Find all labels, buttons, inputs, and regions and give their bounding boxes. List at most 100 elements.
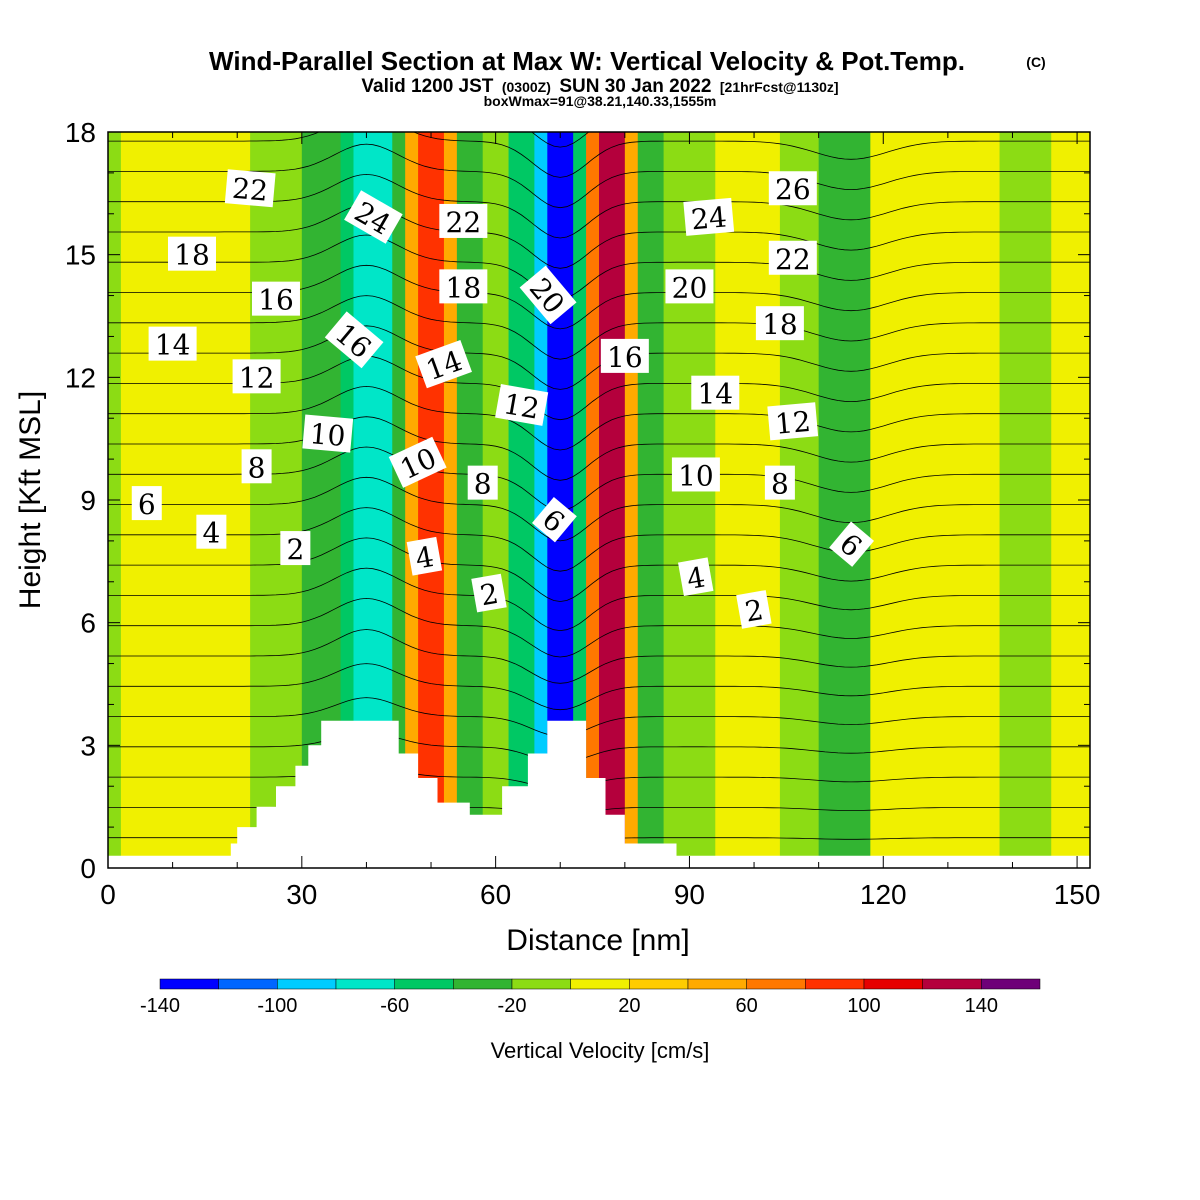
theta-contour-line xyxy=(108,597,1090,658)
x-tick-label: 30 xyxy=(286,879,317,910)
velocity-band xyxy=(818,132,871,868)
contour-label: 10 xyxy=(671,457,720,492)
contour-label-box xyxy=(467,465,498,500)
contour-label-box xyxy=(406,536,443,576)
velocity-band xyxy=(586,132,600,868)
terrain-mask xyxy=(108,720,1090,868)
velocity-band xyxy=(573,132,587,868)
theta-contour-line xyxy=(108,295,1090,360)
contour-label-text: 16 xyxy=(258,284,294,317)
contour-label-text: 2 xyxy=(742,593,765,629)
y-tick-label: 12 xyxy=(65,362,96,393)
colorbar-swatch xyxy=(863,978,923,990)
contour-label-text: 14 xyxy=(155,329,191,362)
contour-label-box xyxy=(131,486,162,521)
colorbar-swatch xyxy=(453,978,513,990)
y-tick-label: 3 xyxy=(80,730,96,761)
contour-label-text: 8 xyxy=(474,468,492,501)
x-tick-label: 90 xyxy=(674,879,705,910)
colorbar-swatch xyxy=(570,978,630,990)
contour-label-box xyxy=(415,339,472,389)
colorbar-tick-label: -100 xyxy=(257,995,297,1017)
theta-contour-line xyxy=(108,663,1090,711)
velocity-band xyxy=(250,132,303,868)
contour-label-text: 4 xyxy=(684,560,707,596)
contour-label: 8 xyxy=(241,449,272,484)
contour-label-box xyxy=(665,269,714,304)
contour-label-text: 18 xyxy=(446,271,482,304)
contour-label-text: 12 xyxy=(239,361,275,394)
contour-label: 18 xyxy=(755,306,804,341)
colorbar-tick-label: 140 xyxy=(965,995,998,1017)
contour-label-text: 10 xyxy=(308,417,346,453)
contour-label: 12 xyxy=(495,384,549,426)
theta-contour-line xyxy=(108,143,1090,209)
contour-label-box xyxy=(767,402,819,441)
contour-label-box xyxy=(764,465,795,500)
theta-contour-line xyxy=(108,507,1090,572)
x-axis-title: Distance [nm] xyxy=(506,924,689,957)
theta-contour-line xyxy=(108,697,1090,737)
velocity-band xyxy=(624,132,639,868)
velocity-band xyxy=(418,132,445,868)
contour-label: 24 xyxy=(683,197,735,236)
contour-label-box xyxy=(768,171,817,206)
colorbar-tick-label: -140 xyxy=(140,995,180,1017)
contour-label-box xyxy=(224,169,276,208)
contour-label: 4 xyxy=(406,536,443,576)
x-tick-label: 120 xyxy=(860,879,907,910)
colorbar-swatch xyxy=(805,978,865,990)
contour-label-box xyxy=(241,449,272,484)
contour-label: 20 xyxy=(665,269,714,304)
contour-label: 16 xyxy=(600,338,649,374)
plot-area xyxy=(108,132,1090,868)
theta-contour-line xyxy=(108,446,1090,512)
contour-label-text: 8 xyxy=(771,468,789,501)
contour-label: 14 xyxy=(148,326,197,362)
theta-contour-line xyxy=(108,629,1090,684)
contour-label: 26 xyxy=(768,171,817,206)
contour-label-text: 22 xyxy=(446,206,482,239)
contour-label-text: 8 xyxy=(248,451,266,484)
colorbar-tick-label: 20 xyxy=(618,995,640,1017)
contour-label-box xyxy=(768,240,817,275)
valid-line: Valid 1200 JST (0300Z) SUN 30 Jan 2022 [… xyxy=(361,76,838,97)
contour-label-box xyxy=(167,236,216,271)
contour-label-box xyxy=(532,497,577,543)
velocity-band xyxy=(870,132,923,868)
contour-label-box xyxy=(683,197,735,236)
contour-label-text: 22 xyxy=(231,172,269,208)
velocity-band xyxy=(456,132,484,868)
contour-label-text: 14 xyxy=(697,378,733,411)
contour-label: 10 xyxy=(388,436,447,488)
contour-label-box xyxy=(232,359,281,394)
theta-contour-line xyxy=(108,204,1090,269)
contour-label-text: 12 xyxy=(501,387,542,426)
contour-label-text: 26 xyxy=(775,173,811,206)
colorbar: -140 -100 -60 -20 20 60 100 140 xyxy=(140,978,1041,1017)
velocity-band xyxy=(922,132,1001,868)
theta-contour-line xyxy=(108,416,1090,481)
contour-label-text: 10 xyxy=(678,459,714,492)
forecast-info: [21hrFcst@1130z] xyxy=(720,79,839,95)
title-mark: (C) xyxy=(1026,54,1045,70)
theta-contour-line xyxy=(108,325,1090,390)
contour-label-box xyxy=(302,414,354,453)
velocity-band xyxy=(482,132,510,868)
colorbar-swatch xyxy=(922,978,982,990)
theta-contour-line xyxy=(108,476,1090,542)
contour-label-text: 2 xyxy=(478,577,501,613)
colorbar-swatch xyxy=(159,978,219,990)
colorbar-swatch xyxy=(746,978,806,990)
colorbar-swatch xyxy=(629,978,689,990)
theta-contour-line xyxy=(108,537,1090,602)
contour-label: 2 xyxy=(471,573,507,613)
contour-label-box xyxy=(148,326,197,361)
colorbar-title: Vertical Velocity [cm/s] xyxy=(491,1038,710,1063)
contour-label: 22 xyxy=(768,240,817,276)
colorbar-swatch xyxy=(511,978,571,990)
chart-title: Wind-Parallel Section at Max W: Vertical… xyxy=(209,46,965,76)
y-tick-label: 18 xyxy=(65,117,96,148)
contour-label-box xyxy=(471,573,507,613)
valid-date: SUN 30 Jan 2022 xyxy=(559,76,711,97)
